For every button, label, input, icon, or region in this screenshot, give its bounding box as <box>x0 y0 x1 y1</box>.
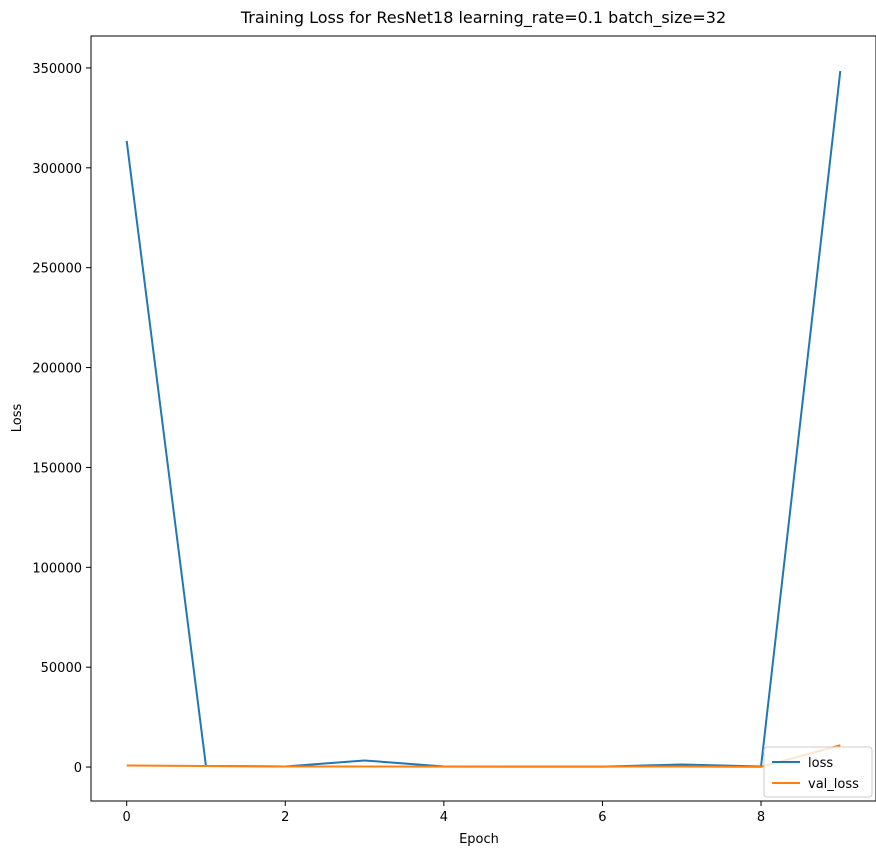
x-axis-label: Epoch <box>459 832 499 847</box>
series-line-val-loss <box>126 744 841 768</box>
legend-label: val_loss <box>808 777 859 792</box>
x-tick-label: 0 <box>123 810 131 825</box>
series-line-loss <box>125 70 842 768</box>
y-tick-label: 0 <box>74 761 82 776</box>
chart-title: Training Loss for ResNet18 learning_rate… <box>240 8 726 28</box>
plot-area <box>125 70 842 768</box>
y-tick-label: 100000 <box>32 561 82 576</box>
legend-label: loss <box>808 756 833 771</box>
y-tick-label: 50000 <box>41 661 82 676</box>
y-axis-label: Loss <box>10 404 25 433</box>
x-tick-label: 6 <box>598 810 606 825</box>
legend-box <box>763 746 873 798</box>
x-tick-label: 4 <box>440 810 448 825</box>
y-tick-label: 300000 <box>32 162 82 177</box>
y-tick-label: 200000 <box>32 362 82 377</box>
y-tick-label: 350000 <box>32 62 82 77</box>
x-tick-label: 8 <box>757 810 765 825</box>
y-tick-label: 250000 <box>32 262 82 277</box>
x-tick-label: 2 <box>281 810 289 825</box>
y-tick-label: 150000 <box>32 461 82 476</box>
plot-frame <box>90 35 876 802</box>
legend: loss val_loss <box>763 746 873 798</box>
